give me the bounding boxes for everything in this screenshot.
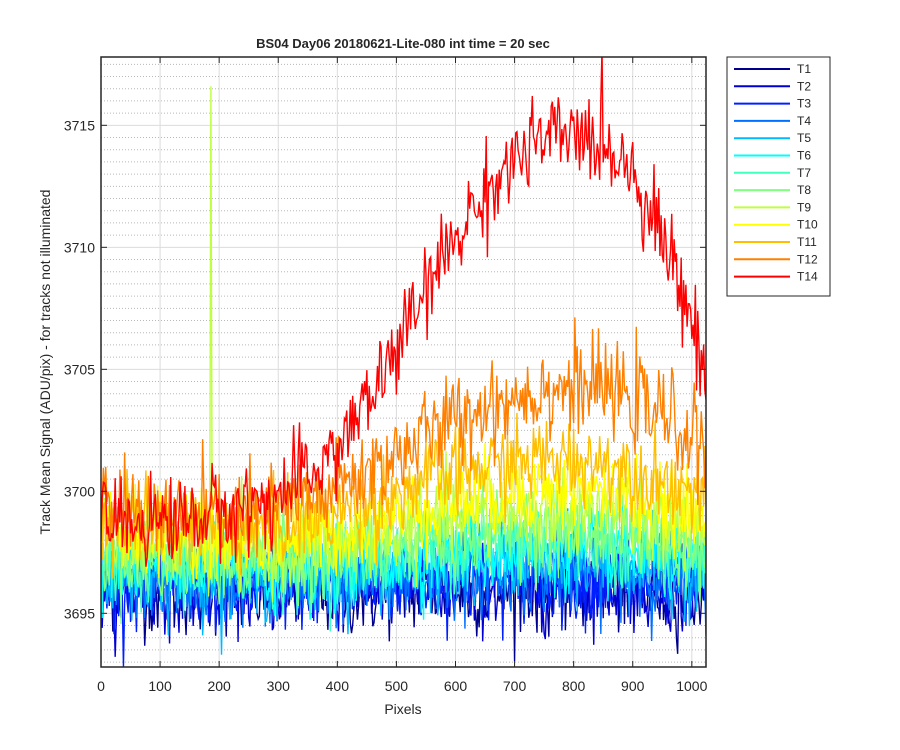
series-line-t14 <box>101 57 706 567</box>
y-tick-label: 3715 <box>64 117 95 133</box>
x-tick-labels: 0 100 200 300 400 500 600 700 800 900 1000 <box>97 678 707 694</box>
legend-box <box>726 56 831 297</box>
series-layer <box>101 57 706 667</box>
x-tick-label: 500 <box>385 678 409 694</box>
legend-label-t7: T7 <box>797 166 811 180</box>
chart-title: BS04 Day06 20180621-Lite-080 int time = … <box>256 36 550 51</box>
x-axis-label: Pixels <box>384 701 421 717</box>
x-tick-label: 700 <box>503 678 527 694</box>
legend: T1 T2 T3 T4 T5 T6 T7 T8 T9 T10 T11 T12 T14 <box>726 56 831 297</box>
x-tick-label: 300 <box>267 678 291 694</box>
y-tick-label: 3705 <box>64 361 95 377</box>
x-tick-label: 400 <box>326 678 350 694</box>
legend-label-t12: T12 <box>797 252 818 266</box>
axes-box <box>100 56 707 668</box>
y-tick-label: 3695 <box>64 605 95 621</box>
legend-label-t5: T5 <box>797 131 811 145</box>
legend-label-t3: T3 <box>797 97 811 111</box>
series-line-t12 <box>101 317 706 558</box>
x-tick-label: 200 <box>207 678 231 694</box>
y-axis-label: Track Mean Signal (ADU/pix) - for tracks… <box>37 190 53 535</box>
legend-items: T1 T2 T3 T4 T5 T6 T7 T8 T9 T10 T11 T12 T14 <box>734 62 818 284</box>
legend-label-t10: T10 <box>797 218 818 232</box>
tick-marks <box>100 57 706 667</box>
x-tick-label: 600 <box>444 678 468 694</box>
series-line-t5 <box>101 505 706 655</box>
x-tick-label: 1000 <box>676 678 707 694</box>
x-tick-label: 100 <box>148 678 172 694</box>
y-tick-label: 3710 <box>64 239 95 255</box>
legend-label-t11: T11 <box>797 235 817 249</box>
legend-label-t2: T2 <box>797 79 811 93</box>
legend-label-t1: T1 <box>797 62 811 76</box>
legend-label-t14: T14 <box>797 270 818 284</box>
legend-label-t9: T9 <box>797 200 811 214</box>
legend-label-t6: T6 <box>797 149 811 163</box>
x-tick-label: 0 <box>97 678 105 694</box>
x-tick-label: 900 <box>621 678 645 694</box>
x-tick-label: 800 <box>562 678 586 694</box>
y-tick-label: 3700 <box>64 483 95 499</box>
legend-label-t8: T8 <box>797 183 811 197</box>
legend-label-t4: T4 <box>797 114 811 128</box>
y-tick-labels: 3695 3700 3705 3710 3715 <box>64 117 95 621</box>
